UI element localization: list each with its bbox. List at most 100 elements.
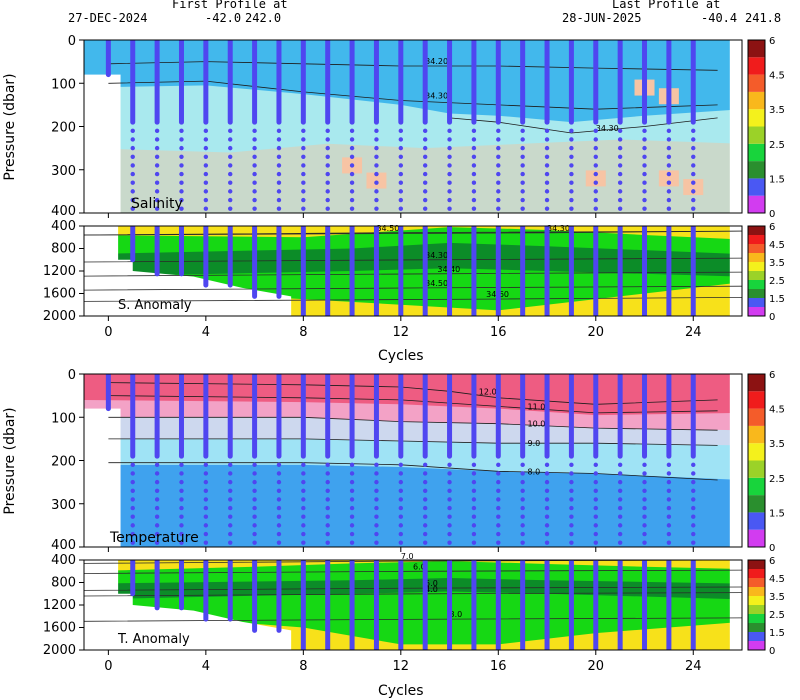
y-tick-label-1-4: 2000 — [43, 309, 76, 324]
colorbar-frame-1 — [747, 225, 766, 317]
profile-dot — [569, 128, 574, 134]
profile-cycle-11-panel-2 — [373, 374, 379, 545]
profile-dot — [154, 531, 160, 537]
profile-dot — [520, 189, 525, 194]
profile-dot — [520, 163, 525, 168]
profile-dot — [374, 197, 379, 203]
profile-dot — [691, 206, 696, 211]
profile-dot — [520, 171, 525, 177]
profile-dot — [349, 145, 355, 151]
profile-cycle-22-panel-2 — [642, 374, 648, 545]
profile-dot — [642, 197, 647, 203]
profile-dot — [398, 514, 404, 519]
x-tick-label-3-0: 0 — [104, 659, 112, 674]
profile-dot — [276, 505, 282, 511]
profile-dot — [179, 163, 184, 168]
profile-dot — [422, 189, 428, 194]
profile-dot — [642, 145, 647, 151]
profile-cycle-17-panel-0 — [520, 40, 526, 211]
profile-cycle-7-panel-2 — [276, 374, 282, 545]
profile-dot — [179, 523, 184, 528]
profile-dot — [325, 154, 330, 159]
profile-dot — [642, 154, 647, 159]
profile-dot — [593, 531, 598, 537]
profile-dot — [422, 471, 428, 476]
profile-dot — [691, 197, 696, 203]
profile-dot — [544, 497, 550, 502]
profile-dot — [374, 479, 379, 485]
profile-dot — [447, 197, 452, 203]
profile-cycle-23-panel-0 — [666, 40, 672, 211]
colorbar-frame-2 — [747, 373, 766, 548]
profile-dot — [349, 154, 355, 159]
profile-dot — [349, 471, 355, 476]
profile-dot — [398, 171, 404, 177]
profile-dot — [349, 479, 355, 485]
profile-dot — [496, 189, 501, 194]
profile-dot — [496, 154, 501, 159]
profile-dot — [422, 514, 428, 519]
profile-dot — [496, 206, 501, 211]
profile-dot — [642, 171, 647, 177]
profile-dot — [203, 145, 209, 151]
colorbar-segment-0-8 — [748, 57, 765, 75]
profile-dot — [544, 471, 550, 476]
profile-dot — [593, 180, 598, 185]
profile-dot — [691, 128, 696, 134]
profile-dot — [130, 197, 135, 203]
profile-dot — [496, 197, 501, 203]
profile-dot — [447, 523, 452, 528]
x-axis-label-bottom: Cycles — [378, 683, 424, 699]
profile-cycle-3-panel-2 — [178, 374, 184, 545]
profile-cycle-16-panel-2 — [495, 374, 501, 545]
temperature-contour-label-0: 12.0 — [479, 387, 497, 396]
profile-dot — [471, 197, 477, 203]
profile-dot — [154, 145, 160, 151]
profile-dot — [666, 137, 672, 142]
profile-dot — [130, 128, 135, 134]
profile-dot — [179, 206, 184, 211]
profile-dot — [154, 514, 160, 519]
profile-cycle-1-panel-2 — [130, 374, 136, 545]
profile-dot — [520, 523, 525, 528]
y-tick-label-0-4: 400 — [51, 204, 76, 219]
profile-dot — [325, 197, 330, 203]
profile-dot — [398, 531, 404, 537]
profile-dot — [691, 462, 696, 468]
colorbar-tick-3-3: 3.5 — [769, 592, 785, 603]
profile-dot — [398, 505, 404, 511]
temp-anomaly-contour-1 — [84, 569, 742, 574]
profile-cycle-3-panel-0 — [178, 40, 184, 211]
profile-dot — [203, 180, 209, 185]
profile-dot — [301, 497, 306, 502]
colorbar-tick-2-3: 3.5 — [769, 439, 785, 450]
profile-dot — [276, 189, 282, 194]
profile-dot — [203, 137, 209, 142]
profile-dot — [252, 206, 257, 211]
profile-dot — [398, 206, 404, 211]
profile-dot — [325, 514, 330, 519]
profile-dot — [496, 540, 501, 545]
profile-dot — [496, 163, 501, 168]
profile-dot — [130, 488, 135, 493]
profile-dot — [447, 163, 452, 168]
profile-dot — [593, 479, 598, 485]
profile-dot — [203, 163, 209, 168]
profile-dot — [203, 531, 209, 537]
profile-dot — [228, 128, 233, 134]
temp-anomaly-contour-label-3: 4.0 — [425, 585, 438, 594]
profile-dot — [130, 145, 135, 151]
profile-dot — [544, 462, 550, 468]
profile-dot — [228, 462, 233, 468]
profile-dot — [154, 128, 160, 134]
profile-dot — [447, 206, 452, 211]
profile-dot — [203, 189, 209, 194]
x-tick-label-3-3: 12 — [393, 659, 410, 674]
temp-anomaly-contour-label-4: 3.0 — [450, 610, 463, 619]
profile-dot — [447, 479, 452, 485]
profile-dot — [179, 540, 184, 545]
profile-dot — [422, 197, 428, 203]
y-tick-label-3-2: 1200 — [43, 598, 76, 613]
colorbar-tick-1-5: 6 — [769, 222, 775, 233]
profile-cycle-15-panel-2 — [471, 374, 477, 545]
